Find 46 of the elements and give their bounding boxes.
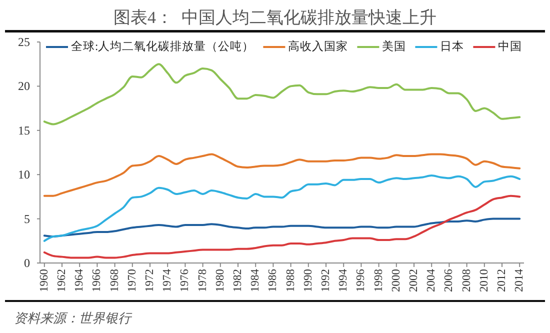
x-tick-label: 2002 xyxy=(408,268,420,292)
legend-label: 美国 xyxy=(382,39,406,53)
x-tick-label: 1984 xyxy=(250,268,262,292)
legend-label: 中国 xyxy=(498,40,522,53)
x-tick-label: 1982 xyxy=(232,268,244,292)
x-tick-label: 2004 xyxy=(426,268,438,292)
legend-label: 日本 xyxy=(440,40,464,53)
y-tick-label: 25 xyxy=(18,35,30,49)
x-tick-label: 1966 xyxy=(91,268,104,292)
x-tick-label: 1994 xyxy=(338,268,350,292)
x-tick-label: 2008 xyxy=(460,268,473,292)
x-tick-label: 1986 xyxy=(267,268,280,292)
x-tick-label: 1980 xyxy=(214,268,226,292)
x-tick-label: 1964 xyxy=(74,268,86,292)
x-tick-label: 1992 xyxy=(320,268,332,292)
y-tick-label: 15 xyxy=(18,123,30,138)
x-tick-label: 1970 xyxy=(126,268,138,292)
line-series xyxy=(43,153,521,197)
x-tick-label: 2000 xyxy=(390,268,402,292)
x-tick-label: 1960 xyxy=(38,268,50,292)
x-tick-label: 1962 xyxy=(56,268,68,292)
line-series xyxy=(43,63,521,126)
x-tick-label: 1996 xyxy=(355,268,368,292)
legend-label: 全球:人均二氧化碳排放量（公吨） xyxy=(71,40,254,53)
line-series xyxy=(43,218,521,238)
x-tick-label: 1974 xyxy=(162,268,174,292)
line-series xyxy=(43,174,521,242)
x-tick-label: 1976 xyxy=(179,268,192,292)
y-tick-label: 5 xyxy=(24,212,30,226)
y-tick-label: 20 xyxy=(18,79,30,94)
x-tick-label: 1972 xyxy=(144,268,156,292)
x-tick-label: 2010 xyxy=(478,268,490,292)
text: 资料来源：世界银行 xyxy=(14,310,133,326)
x-tick-label: 1978 xyxy=(196,268,209,292)
x-tick-label: 1990 xyxy=(302,268,314,292)
x-tick-label: 2006 xyxy=(443,268,456,292)
legend-label: 高收入国家 xyxy=(288,39,348,53)
x-tick-label: 1988 xyxy=(284,268,297,292)
y-tick-label: 0 xyxy=(24,256,30,270)
x-tick-label: 2012 xyxy=(496,268,508,292)
x-tick-label: 1968 xyxy=(108,268,121,292)
chart-title: 图表4： 中国人均二氧化碳排放量快速上升 xyxy=(114,8,436,27)
x-tick-label: 1998 xyxy=(372,268,385,292)
line-series xyxy=(43,194,521,259)
y-tick-label: 10 xyxy=(18,168,30,182)
x-tick-label: 2014 xyxy=(514,268,526,292)
